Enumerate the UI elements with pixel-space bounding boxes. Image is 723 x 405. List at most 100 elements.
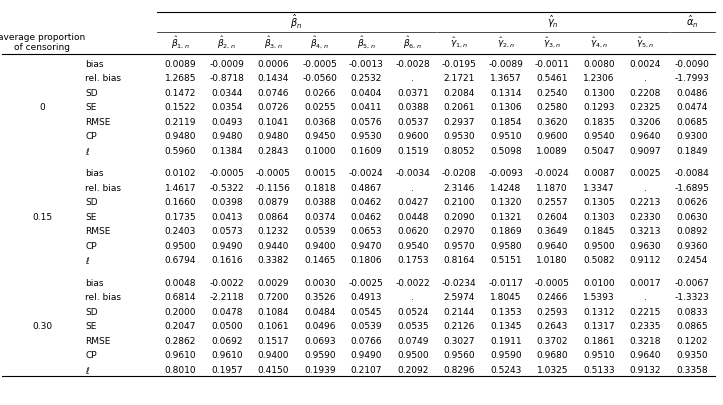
Text: -0.0024: -0.0024 xyxy=(349,169,384,178)
Text: 0.8052: 0.8052 xyxy=(443,147,475,156)
Text: 0.3649: 0.3649 xyxy=(536,227,568,236)
Text: 0.2335: 0.2335 xyxy=(630,322,661,331)
Text: 1.4248: 1.4248 xyxy=(490,183,521,193)
Text: -0.0005: -0.0005 xyxy=(302,60,337,69)
Text: 0.9630: 0.9630 xyxy=(630,242,661,251)
Text: RMSE: RMSE xyxy=(85,117,111,127)
Text: 0.0865: 0.0865 xyxy=(676,322,708,331)
Text: 0.9450: 0.9450 xyxy=(304,132,335,141)
Text: 0.2119: 0.2119 xyxy=(165,117,196,127)
Text: 0.0833: 0.0833 xyxy=(676,308,708,317)
Text: 0.1835: 0.1835 xyxy=(583,117,615,127)
Text: 0.2084: 0.2084 xyxy=(444,89,475,98)
Text: 0.2843: 0.2843 xyxy=(257,147,289,156)
Text: 0.3218: 0.3218 xyxy=(630,337,661,345)
Text: 0.1957: 0.1957 xyxy=(211,366,242,375)
Text: 0.0017: 0.0017 xyxy=(630,279,661,288)
Text: 0.9490: 0.9490 xyxy=(351,351,382,360)
Text: $\hat{\beta}_{5,n}$: $\hat{\beta}_{5,n}$ xyxy=(357,35,375,51)
Text: 0.9510: 0.9510 xyxy=(583,351,615,360)
Text: 0.2107: 0.2107 xyxy=(351,366,382,375)
Text: SE: SE xyxy=(85,322,96,331)
Text: 0.2325: 0.2325 xyxy=(630,103,661,112)
Text: 0.5960: 0.5960 xyxy=(164,147,196,156)
Text: 0.0576: 0.0576 xyxy=(351,117,382,127)
Text: 0.9440: 0.9440 xyxy=(257,242,289,251)
Text: 2.3146: 2.3146 xyxy=(444,183,475,193)
Text: $\hat{\beta}_{2,n}$: $\hat{\beta}_{2,n}$ xyxy=(218,35,236,51)
Text: 0.0749: 0.0749 xyxy=(397,337,429,345)
Text: 0.2862: 0.2862 xyxy=(165,337,196,345)
Text: -0.0084: -0.0084 xyxy=(675,169,709,178)
Text: 0.8010: 0.8010 xyxy=(164,366,196,375)
Text: 0.0653: 0.0653 xyxy=(351,227,382,236)
Text: 0.0500: 0.0500 xyxy=(211,322,242,331)
Text: 0.5098: 0.5098 xyxy=(490,147,521,156)
Text: -0.0089: -0.0089 xyxy=(488,60,523,69)
Text: 0.2330: 0.2330 xyxy=(630,213,661,222)
Text: 0.0539: 0.0539 xyxy=(351,322,382,331)
Text: 0.2970: 0.2970 xyxy=(443,227,475,236)
Text: 0.0344: 0.0344 xyxy=(211,89,242,98)
Text: 0.1911: 0.1911 xyxy=(490,337,521,345)
Text: 0.3206: 0.3206 xyxy=(630,117,661,127)
Text: 0.9480: 0.9480 xyxy=(211,132,242,141)
Text: 0.9500: 0.9500 xyxy=(583,242,615,251)
Text: SE: SE xyxy=(85,213,96,222)
Text: rel. bias: rel. bias xyxy=(85,74,121,83)
Text: of censoring: of censoring xyxy=(14,43,70,53)
Text: 0.1609: 0.1609 xyxy=(351,147,382,156)
Text: 0.2208: 0.2208 xyxy=(630,89,661,98)
Text: 0.0413: 0.0413 xyxy=(211,213,242,222)
Text: 0.1753: 0.1753 xyxy=(397,256,429,265)
Text: 0.0496: 0.0496 xyxy=(304,322,335,331)
Text: 0.6794: 0.6794 xyxy=(165,256,196,265)
Text: SD: SD xyxy=(85,198,98,207)
Text: 0.9600: 0.9600 xyxy=(397,132,429,141)
Text: -0.0090: -0.0090 xyxy=(675,60,709,69)
Text: $\hat{\gamma}_{5,n}$: $\hat{\gamma}_{5,n}$ xyxy=(636,36,654,50)
Text: 0.0685: 0.0685 xyxy=(676,117,708,127)
Text: -0.0005: -0.0005 xyxy=(256,169,291,178)
Text: 0.0087: 0.0087 xyxy=(583,169,615,178)
Text: 0.9500: 0.9500 xyxy=(397,351,429,360)
Text: -1.7993: -1.7993 xyxy=(675,74,709,83)
Text: .: . xyxy=(643,74,646,83)
Text: 1.0325: 1.0325 xyxy=(536,366,568,375)
Text: -0.0022: -0.0022 xyxy=(395,279,430,288)
Text: -1.3323: -1.3323 xyxy=(675,293,709,302)
Text: 2.1721: 2.1721 xyxy=(444,74,475,83)
Text: 0.3027: 0.3027 xyxy=(443,337,475,345)
Text: 0.1314: 0.1314 xyxy=(490,89,521,98)
Text: 0.9680: 0.9680 xyxy=(536,351,568,360)
Text: 0.3358: 0.3358 xyxy=(676,366,708,375)
Text: 0.0484: 0.0484 xyxy=(304,308,335,317)
Text: 0.3213: 0.3213 xyxy=(630,227,661,236)
Text: SD: SD xyxy=(85,308,98,317)
Text: 0.1041: 0.1041 xyxy=(257,117,289,127)
Text: 0.9570: 0.9570 xyxy=(443,242,475,251)
Text: 0.1849: 0.1849 xyxy=(676,147,708,156)
Text: 0.1735: 0.1735 xyxy=(164,213,196,222)
Text: $\ell$: $\ell$ xyxy=(85,146,90,157)
Text: 0.1384: 0.1384 xyxy=(211,147,242,156)
Text: 0.9610: 0.9610 xyxy=(164,351,196,360)
Text: 1.0180: 1.0180 xyxy=(536,256,568,265)
Text: -0.5322: -0.5322 xyxy=(210,183,244,193)
Text: -0.0025: -0.0025 xyxy=(349,279,384,288)
Text: 0.9350: 0.9350 xyxy=(676,351,708,360)
Text: .: . xyxy=(411,74,414,83)
Text: $\hat{\gamma}_{2,n}$: $\hat{\gamma}_{2,n}$ xyxy=(497,36,515,50)
Text: 0.0080: 0.0080 xyxy=(583,60,615,69)
Text: 0.9610: 0.9610 xyxy=(211,351,242,360)
Text: 0.2643: 0.2643 xyxy=(536,322,568,331)
Text: CP: CP xyxy=(85,132,97,141)
Text: 0.2215: 0.2215 xyxy=(630,308,661,317)
Text: -1.6895: -1.6895 xyxy=(675,183,709,193)
Text: 0.9360: 0.9360 xyxy=(676,242,708,251)
Text: 0.9540: 0.9540 xyxy=(397,242,429,251)
Text: $\ell$: $\ell$ xyxy=(85,364,90,376)
Text: $\hat{\beta}_{3,n}$: $\hat{\beta}_{3,n}$ xyxy=(264,35,283,51)
Text: -0.0117: -0.0117 xyxy=(488,279,523,288)
Text: 0.1306: 0.1306 xyxy=(490,103,521,112)
